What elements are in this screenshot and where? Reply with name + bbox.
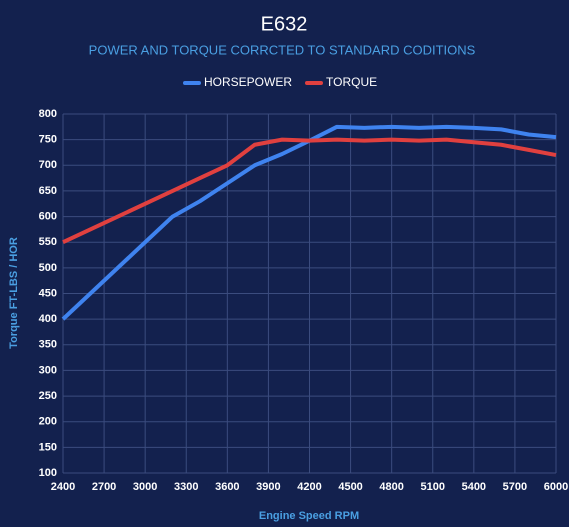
line-series [62,137,557,245]
y-tick-label: 550 [39,236,57,248]
y-tick-label: 500 [39,262,57,274]
y-tick-label: 800 [39,108,57,120]
x-tick-label: 3600 [215,481,239,493]
legend-label: HORSEPOWER [204,75,292,89]
y-tick-label: 250 [39,390,57,402]
x-tick-label: 2700 [92,481,116,493]
x-tick-label: 3000 [133,481,157,493]
legend-label: TORQUE [326,75,377,89]
y-tick-label: 300 [39,364,57,376]
x-tick-label: 6000 [544,481,568,493]
x-tick-label: 5700 [503,481,527,493]
x-tick-label: 4800 [379,481,403,493]
x-tick-label: 2400 [51,481,75,493]
x-axis-label: Engine Speed RPM [259,510,359,522]
x-tick-label: 4500 [338,481,362,493]
y-tick-label: 650 [39,185,57,197]
y-tick-label: 350 [39,339,57,351]
y-tick-label: 200 [39,416,57,428]
y-tick-label: 600 [39,210,57,222]
x-tick-label: 5100 [421,481,445,493]
x-tick-label: 5400 [462,481,486,493]
x-tick-label: 4200 [297,481,321,493]
x-tick-label: 3300 [174,481,198,493]
y-tick-label: 750 [39,134,57,146]
line-series [61,124,557,321]
y-tick-label: 450 [39,287,57,299]
y-tick-label: 150 [39,441,57,453]
y-tick-label: 100 [39,467,57,479]
y-tick-label: 400 [39,313,57,325]
chart-subtitle: POWER AND TORQUE CORRCTED TO STANDARD CO… [89,42,476,57]
x-tick-label: 3900 [256,481,280,493]
chart-title: E632 [261,13,308,35]
y-tick-label: 700 [39,159,57,171]
y-axis-label: Torque FT-LBS / HOR [8,237,20,349]
